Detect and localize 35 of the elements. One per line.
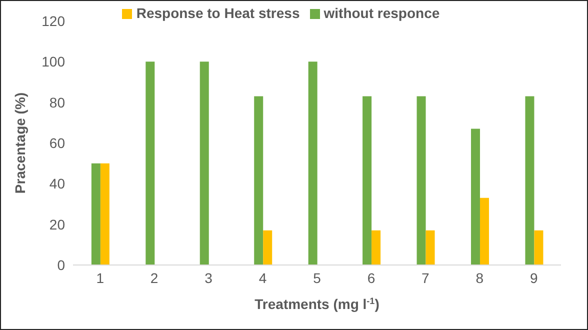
legend-label: Response to Heat stress [136,5,300,21]
bar [308,62,318,265]
y-tick-label: 100 [42,54,66,70]
bar [525,96,534,265]
x-tick-label: 4 [258,270,267,286]
x-tick-label: 1 [96,270,104,286]
bar [426,230,435,265]
y-tick-label: 0 [57,256,66,273]
y-tick-label: 120 [42,12,66,29]
y-tick-label: 40 [49,176,66,192]
bar [416,96,426,265]
x-tick-label: 5 [313,270,322,286]
bar [470,128,480,265]
x-tick-label: 6 [367,270,376,286]
y-tick-label: 80 [49,94,66,110]
bar [263,230,272,265]
y-axis-title: Pracentage (%) [12,92,28,194]
x-tick-label: 3 [204,270,213,286]
bar [254,96,264,265]
x-tick-label: 7 [422,270,430,286]
bar [372,230,381,265]
bar [200,62,209,265]
x-tick-label: 2 [150,270,158,286]
bar [362,96,372,265]
x-axis-title: Treatments (mg l$^{-1}$) [254,296,380,312]
bar [91,163,100,265]
legend-label: without responce [324,5,440,21]
x-tick-label: 9 [530,270,538,286]
bar [146,62,155,265]
bar [480,198,489,265]
bar [534,230,544,265]
x-tick-label: 8 [476,270,484,286]
bar [100,163,110,265]
y-tick-label: 20 [49,216,66,232]
y-tick-label: 60 [49,134,66,151]
